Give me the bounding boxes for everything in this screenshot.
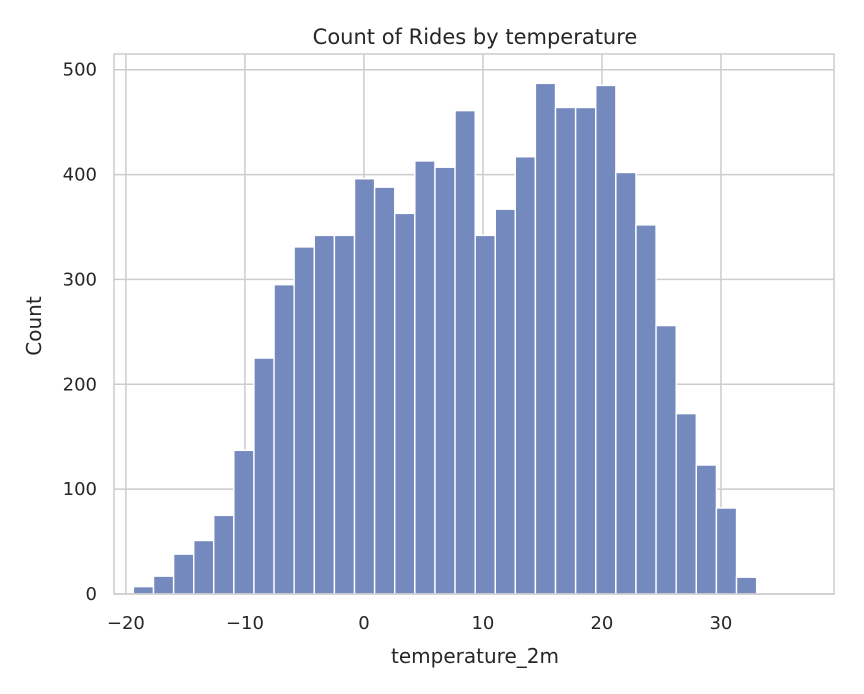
histogram-bar [313, 234, 336, 595]
y-tick-label: 400 [63, 165, 97, 186]
histogram-bar [213, 514, 235, 595]
y-axis-label: Count [22, 296, 46, 356]
chart-title: Count of Rides by temperature [313, 25, 638, 49]
histogram-bars [132, 82, 758, 595]
histogram-bar [635, 224, 657, 595]
histogram-bar [293, 246, 315, 595]
histogram-bar [152, 575, 175, 595]
x-tick-label: 20 [590, 613, 613, 634]
histogram-bar [394, 212, 416, 595]
histogram-bar [373, 186, 396, 595]
y-tick-labels: 0 100 200 300 400 500 [63, 60, 97, 605]
plot-frame [113, 53, 835, 595]
histogram-bar [494, 208, 516, 595]
x-tick-label: −10 [226, 613, 264, 634]
histogram-bar [655, 324, 677, 595]
histogram-bar [434, 166, 456, 595]
histogram-bar [333, 234, 356, 595]
x-axis-label: temperature_2m [391, 644, 559, 668]
histogram-bar [172, 553, 195, 595]
histogram-bar [595, 84, 617, 595]
histogram-bar [233, 449, 255, 595]
y-tick-label: 100 [63, 479, 97, 500]
x-tick-label: 0 [358, 613, 369, 634]
histogram-bar [474, 234, 497, 595]
histogram-bar [273, 283, 295, 595]
x-tick-labels: −20 −10 0 10 20 30 [107, 613, 732, 634]
histogram-bar [574, 106, 597, 595]
histogram-bar [695, 464, 718, 595]
histogram-bar [715, 507, 738, 595]
histogram-bar [554, 106, 577, 595]
histogram-bar [735, 576, 758, 595]
histogram-bar [454, 109, 476, 595]
histogram-bar [514, 156, 537, 595]
histogram-bar [414, 160, 436, 595]
y-tick-label: 500 [63, 60, 97, 81]
histogram-bar [193, 539, 215, 595]
histogram-bar [353, 178, 376, 595]
y-tick-label: 200 [63, 374, 97, 395]
y-tick-label: 300 [63, 269, 97, 290]
x-tick-label: 30 [709, 613, 732, 634]
histogram-bar [615, 171, 637, 595]
x-tick-label: −20 [107, 613, 145, 634]
histogram-bar [253, 357, 275, 595]
y-tick-label: 0 [86, 584, 97, 605]
histogram-bar [534, 82, 557, 595]
histogram-bar [675, 412, 698, 595]
x-tick-label: 10 [471, 613, 494, 634]
histogram-bar [132, 585, 155, 595]
